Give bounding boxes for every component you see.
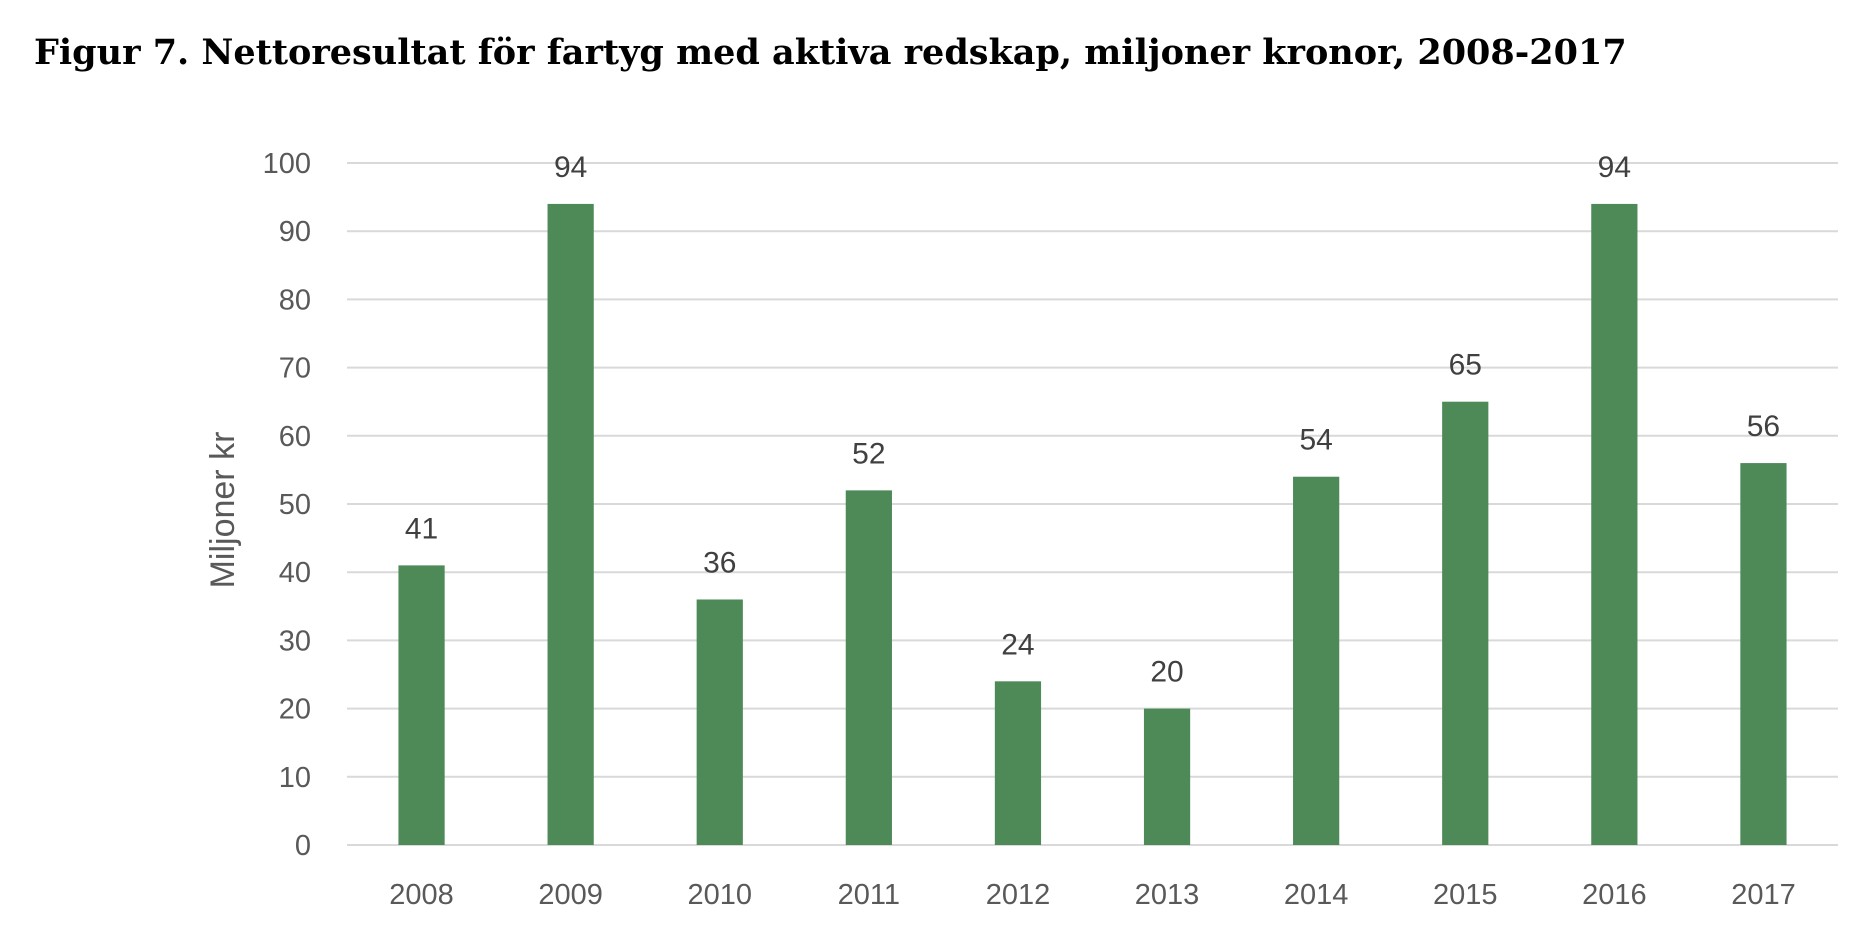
bar-2016 (1591, 203, 1638, 846)
bar-2008 (398, 565, 445, 845)
bar-2009 (547, 203, 594, 846)
bars (398, 203, 1787, 846)
figure-title: Figur 7. Nettoresultat för fartyg med ak… (34, 32, 1627, 73)
x-tick-label: 2015 (1433, 879, 1498, 911)
y-tick-label: 50 (279, 489, 311, 521)
y-tick-label: 0 (295, 830, 311, 862)
data-label-2008: 41 (405, 512, 438, 545)
bar-2013 (1143, 708, 1191, 845)
x-tick-label: 2013 (1135, 879, 1200, 911)
data-label-2010: 36 (703, 546, 736, 579)
bar-2011 (845, 490, 892, 845)
y-tick-label: 70 (279, 353, 311, 385)
data-label-2012: 24 (1001, 628, 1034, 661)
data-label-2017: 56 (1747, 410, 1780, 443)
y-tick-label: 100 (263, 148, 311, 180)
data-label-2013: 20 (1150, 656, 1183, 689)
data-label-2011: 52 (852, 437, 885, 470)
y-tick-label: 60 (279, 421, 311, 453)
x-tick-label: 2012 (986, 879, 1051, 911)
y-tick-label: 30 (279, 625, 311, 657)
y-tick-label: 40 (279, 557, 311, 589)
bar-2017 (1740, 463, 1787, 845)
x-tick-label: 2010 (687, 879, 752, 911)
y-axis-ticks: 0 10 20 30 40 50 60 70 80 90 100 (263, 148, 311, 862)
y-tick-label: 10 (279, 762, 311, 794)
bar-2015 (1442, 401, 1489, 845)
data-label-2009: 94 (554, 151, 587, 184)
bar-2012 (994, 681, 1042, 845)
data-label-2014: 54 (1299, 424, 1332, 457)
gridlines (347, 162, 1838, 846)
y-tick-label: 20 (279, 694, 311, 726)
x-tick-label: 2016 (1582, 879, 1647, 911)
data-label-2015: 65 (1449, 349, 1482, 382)
bar-2010 (696, 599, 743, 845)
x-tick-label: 2014 (1284, 879, 1349, 911)
data-labels: 41 94 36 52 24 20 54 65 94 56 (405, 151, 1780, 689)
data-label-2016: 94 (1598, 151, 1631, 184)
x-tick-label: 2017 (1731, 879, 1796, 911)
y-tick-label: 80 (279, 284, 311, 316)
x-tick-label: 2009 (538, 879, 603, 911)
y-tick-label: 90 (279, 216, 311, 248)
x-tick-label: 2011 (838, 879, 900, 911)
x-tick-label: 2008 (389, 879, 454, 911)
x-axis-ticks: 2008 2009 2010 2011 2012 2013 2014 2015 2016 2017 (389, 879, 1795, 911)
y-axis-title: Miljoner kr (204, 432, 242, 589)
bar-2014 (1293, 476, 1340, 845)
